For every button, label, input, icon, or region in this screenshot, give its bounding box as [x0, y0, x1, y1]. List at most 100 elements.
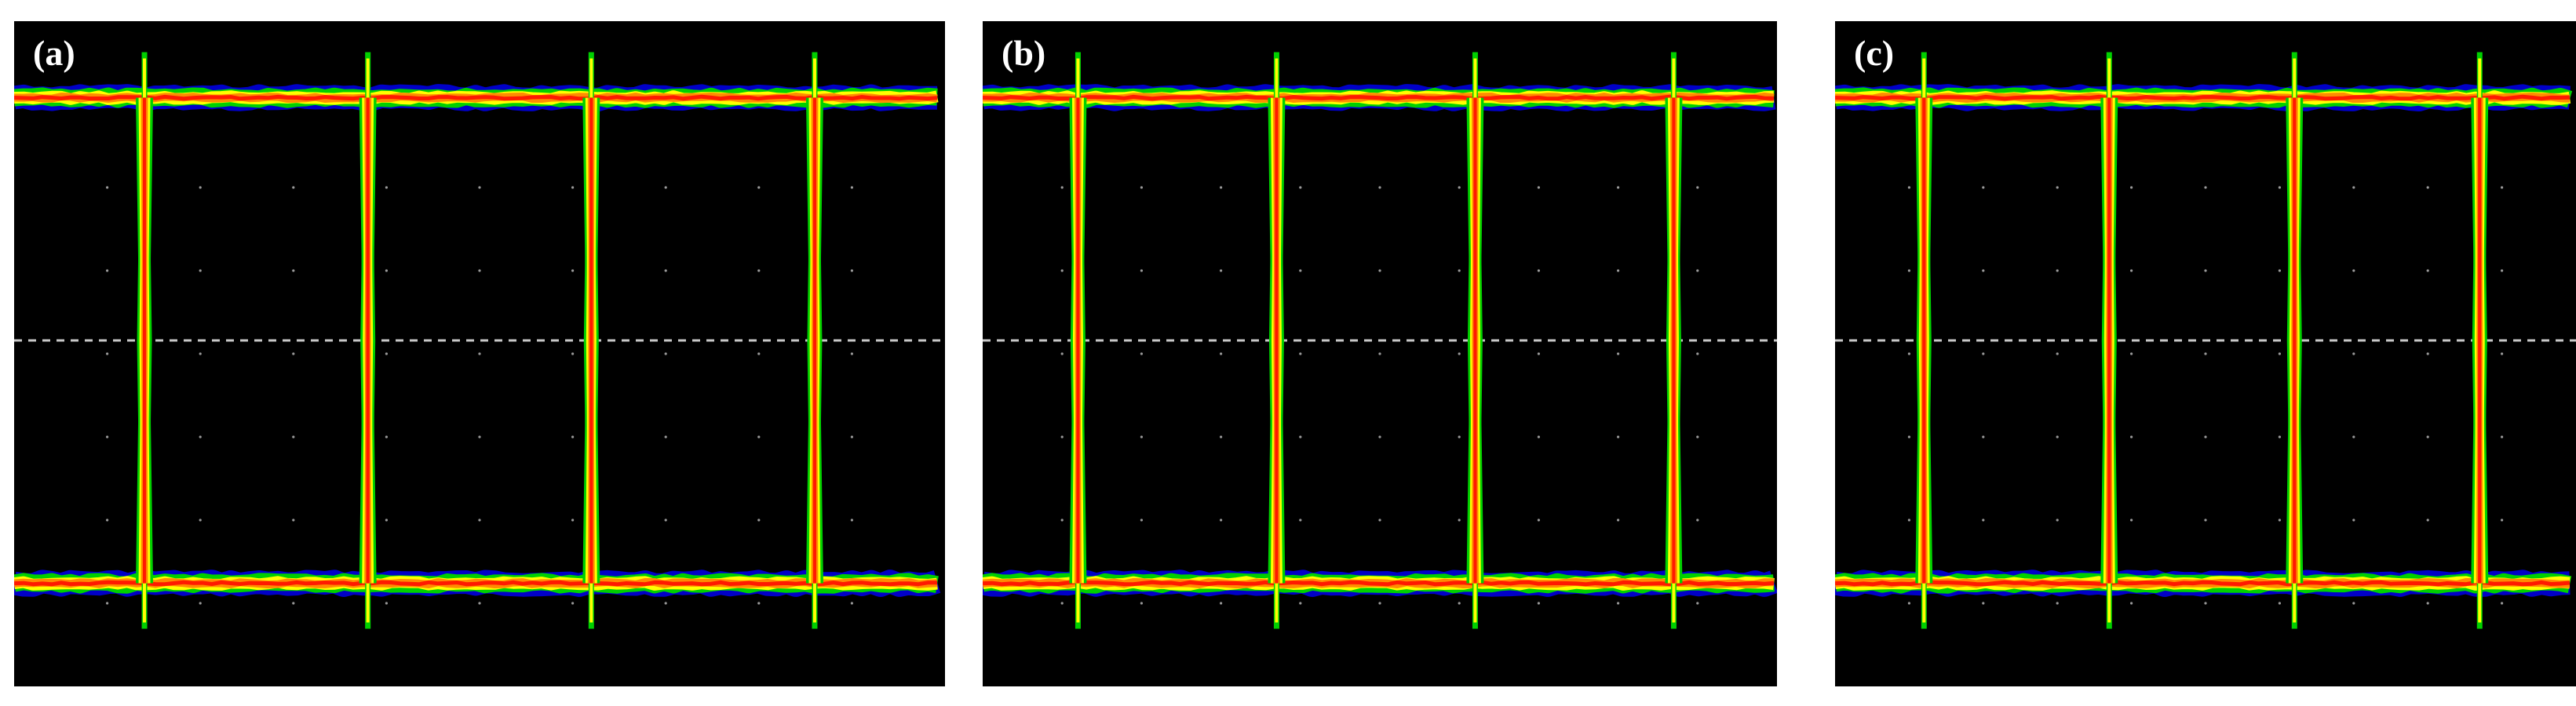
grid-dot: [664, 269, 667, 272]
grid-dot: [1378, 269, 1381, 272]
grid-dot: [1299, 352, 1302, 355]
panel-label: (b): [1002, 33, 1046, 73]
grid-dot: [850, 186, 853, 189]
grid-dot: [1220, 352, 1223, 355]
grid-dot: [1458, 435, 1461, 439]
high-level-trace: [1835, 84, 2573, 111]
grid-dot: [2501, 352, 2504, 355]
panel-label: (a): [33, 33, 75, 73]
grid-dot: [2130, 186, 2133, 189]
grid-dot: [2501, 435, 2504, 439]
grid-dot: [1299, 435, 1302, 439]
trace-band: [14, 94, 938, 101]
trace-band: [14, 580, 938, 587]
grid-dot: [1378, 186, 1381, 189]
grid-dot: [2426, 519, 2429, 522]
grid-dot: [1982, 519, 1985, 522]
grid-dot: [2501, 269, 2504, 272]
transition-edge: [2286, 52, 2304, 629]
grid-dot: [1982, 186, 1985, 189]
grid-dot: [1220, 602, 1223, 605]
grid-dot: [199, 186, 202, 189]
grid-dot: [478, 602, 481, 605]
grid-dot: [292, 435, 295, 439]
grid-dot: [2204, 186, 2207, 189]
grid-dot: [1982, 435, 1985, 439]
grid-dot: [1907, 519, 1910, 522]
transition-edge: [582, 52, 600, 629]
grid-dot: [2204, 269, 2207, 272]
low-level-trace: [1835, 570, 2572, 597]
grid-dot: [2056, 269, 2059, 272]
grid-dot: [757, 602, 761, 605]
grid-dot: [571, 519, 575, 522]
grid-dot: [1907, 186, 1910, 189]
grid-dot: [385, 435, 388, 439]
grid-dot: [2352, 186, 2355, 189]
grid-dot: [199, 602, 202, 605]
grid-dot: [199, 269, 202, 272]
grid-dot: [2278, 186, 2281, 189]
grid-dot: [2426, 352, 2429, 355]
grid-dot: [2352, 435, 2355, 439]
grid-dot: [1696, 602, 1699, 605]
low-level-trace: [14, 570, 941, 597]
grid-dot: [2056, 352, 2059, 355]
grid-dot: [1537, 352, 1540, 355]
grid-dot: [664, 435, 667, 439]
grid-dot: [2352, 519, 2355, 522]
eye-diagram-plot: [1835, 52, 2576, 629]
grid-dots: [1060, 103, 1699, 605]
grid-dot: [1537, 519, 1540, 522]
grid-dot: [2056, 519, 2059, 522]
grid-dot: [385, 519, 388, 522]
grid-dot: [757, 519, 761, 522]
grid-dot: [757, 435, 761, 439]
grid-dot: [199, 435, 202, 439]
grid-dot: [478, 186, 481, 189]
grid-dot: [478, 352, 481, 355]
grid-dot: [2130, 352, 2133, 355]
grid-dot: [478, 269, 481, 272]
grid-dot: [385, 186, 388, 189]
grid-dot: [1378, 352, 1381, 355]
grid-dots: [1907, 103, 2504, 605]
grid-dot: [2056, 602, 2059, 605]
grid-dot: [1140, 519, 1143, 522]
grid-dot: [664, 602, 667, 605]
grid-dot: [850, 269, 853, 272]
grid-dot: [1982, 352, 1985, 355]
grid-dot: [1617, 519, 1620, 522]
grid-dot: [1060, 435, 1064, 439]
grid-dot: [1220, 269, 1223, 272]
low-level-trace: [983, 570, 1777, 597]
grid-dot: [2352, 602, 2355, 605]
grid-dot: [1299, 519, 1302, 522]
transition-edge: [1069, 52, 1087, 629]
grid-dot: [1299, 602, 1302, 605]
panel-label: (c): [1854, 33, 1895, 73]
eye-panel-a: (a): [14, 21, 945, 686]
grid-dot: [2278, 435, 2281, 439]
grid-dot: [2501, 602, 2504, 605]
grid-dot: [2426, 186, 2429, 189]
grid-dot: [1140, 186, 1143, 189]
grid-dot: [1907, 269, 1910, 272]
grid-dot: [2426, 435, 2429, 439]
grid-dot: [199, 352, 202, 355]
grid-dot: [106, 602, 109, 605]
grid-dot: [1060, 186, 1064, 189]
grid-dot: [292, 519, 295, 522]
grid-dot: [1537, 435, 1540, 439]
grid-dot: [2204, 435, 2207, 439]
grid-dot: [850, 352, 853, 355]
grid-dot: [571, 186, 575, 189]
grid-dot: [664, 186, 667, 189]
grid-dot: [1060, 602, 1064, 605]
trace-band: [1835, 94, 2571, 101]
grid-dot: [2130, 519, 2133, 522]
grid-dot: [2056, 435, 2059, 439]
transition-edge: [1665, 52, 1683, 629]
grid-dot: [2204, 519, 2207, 522]
grid-dot: [1299, 186, 1302, 189]
